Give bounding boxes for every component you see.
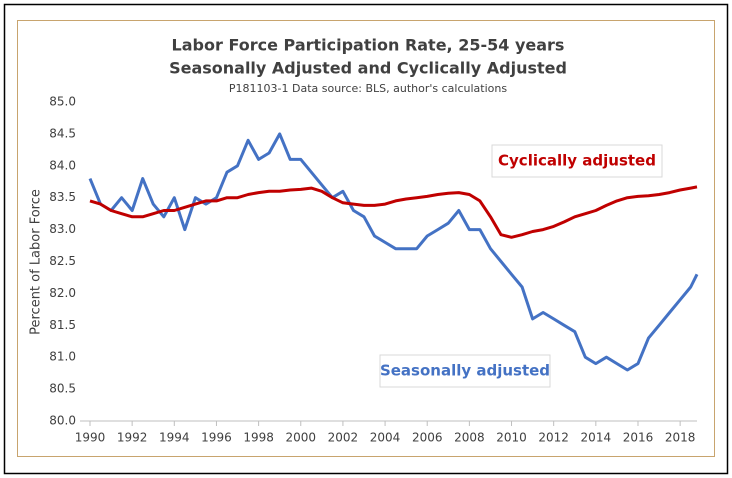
x-tick-label: 2000 [285, 431, 316, 445]
x-tick-label: 1990 [75, 431, 106, 445]
series-label: Seasonally adjusted [380, 362, 550, 380]
x-tick-label: 2016 [623, 431, 654, 445]
series-label: Cyclically adjusted [498, 152, 656, 170]
y-tick-label: 80.5 [49, 382, 76, 396]
y-tick-label: 81.0 [49, 350, 76, 364]
chart-subtitle: Seasonally Adjusted and Cyclically Adjus… [169, 59, 567, 78]
data-line [89, 185, 698, 239]
x-tick-label: 2018 [665, 431, 696, 445]
y-tick-label: 84.5 [49, 126, 76, 140]
x-tick-label: 2008 [454, 431, 485, 445]
x-tick-label: 2012 [538, 431, 569, 445]
source-note: P181103-1 Data source: BLS, author's cal… [229, 82, 507, 95]
data-line [88, 132, 699, 372]
x-tick-label: 1992 [117, 431, 148, 445]
x-tick-label: 1994 [159, 431, 190, 445]
x-tick-label: 2002 [328, 431, 359, 445]
y-axis-label: Percent of Labor Force [29, 189, 44, 335]
x-tick-label: 1996 [201, 431, 232, 445]
x-tick-label: 1998 [243, 431, 274, 445]
x-tick-label: 2010 [496, 431, 527, 445]
x-tick-label: 2006 [412, 431, 443, 445]
y-tick-label: 80.0 [49, 414, 76, 428]
y-tick-label: 81.5 [49, 318, 76, 332]
x-tick-label: 2004 [370, 431, 401, 445]
y-tick-label: 83.5 [49, 190, 76, 204]
chart-frame [17, 20, 715, 457]
y-tick-label: 82.5 [49, 254, 76, 268]
series-label-box [379, 354, 551, 388]
y-tick-label: 84.0 [49, 158, 76, 172]
y-tick-label: 85.0 [49, 95, 76, 109]
chart-title: Labor Force Participation Rate, 25-54 ye… [172, 36, 565, 55]
y-tick-label: 82.0 [49, 286, 76, 300]
series-label-box [491, 144, 663, 178]
y-tick-label: 83.0 [49, 222, 76, 236]
x-tick-label: 2014 [581, 431, 612, 445]
